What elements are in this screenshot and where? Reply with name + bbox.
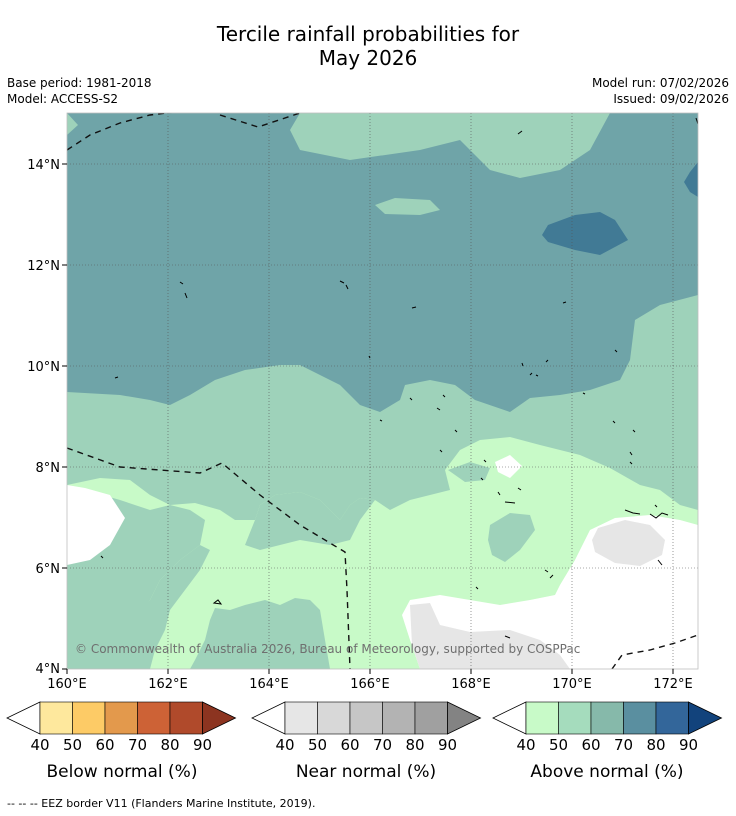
cb-tick: 90 [437,736,458,754]
meta-right: Model run: 07/02/2026 Issued: 09/02/2026 [592,75,729,107]
region-above-50-60-south [67,545,210,669]
colorbar-segment [284,701,318,735]
region-above-50-60-island [488,513,535,562]
colorbars [6,701,723,735]
chart-title: Tercile rainfall probabilities for May 2… [0,22,736,70]
colorbar-arrow-low [6,701,41,735]
colorbar-segment [39,701,73,735]
cb-tick: 70 [613,736,634,754]
cb-tick: 70 [127,736,148,754]
cb-tick: 80 [160,736,180,754]
colorbar-near-title: Near normal (%) [295,762,437,782]
cb-tick: 50 [62,736,83,754]
lat-label: 8°N [36,461,61,476]
colorbar-segment [317,701,351,735]
cb-tick: 90 [678,736,699,754]
colorbar-segment [72,701,106,735]
colorbar-near [251,701,482,735]
region-above-50-60-small [448,462,490,482]
colorbar-arrow-high [688,701,723,735]
model-name: Model: ACCESS-S2 [7,92,119,106]
lat-label: 6°N [36,562,61,577]
cb-tick: 80 [646,736,666,754]
copyright-text: © Commonwealth of Australia 2026, Bureau… [75,642,580,656]
colorbar-below [6,701,237,735]
colorbar-above [492,701,723,735]
region-above-70-80 [542,212,628,255]
colorbar-segment [623,701,657,735]
colorbar-segment [414,701,448,735]
colorbar-segment [104,701,138,735]
model-run: Model run: 07/02/2026 [591,76,729,90]
colorbar-segment [169,701,203,735]
colorbar-segment [382,701,416,735]
region-white-west [67,485,125,565]
title-line-1: Tercile rainfall probabilities for [216,22,520,46]
lat-labels: 14°N 12°N 10°N 8°N 6°N 4°N [27,158,60,677]
cb-tick: 50 [307,736,328,754]
base-period: Base period: 1981-2018 [7,76,152,90]
colorbar-arrow-low [251,701,286,735]
region-above-70-80-edge [684,162,698,197]
lon-label: 172°E [653,677,693,692]
colorbar-segment [655,701,689,735]
meta-left: Base period: 1981-2018 Model: ACCESS-S2 [7,75,152,107]
cb-tick: 90 [192,736,213,754]
title-line-2: May 2026 [318,46,418,70]
islands [100,117,698,639]
lon-label: 166°E [350,677,390,692]
colorbar-segment [349,701,383,735]
cb-tick: 80 [405,736,425,754]
colorbar-below-title: Below normal (%) [46,762,198,782]
patch [67,113,78,135]
lon-label: 162°E [148,677,188,692]
region-above-50-60-mid [245,492,375,550]
issued-date: Issued: 09/02/2026 [613,92,729,106]
gridlines [67,113,698,669]
map-frame [66,112,699,670]
cb-tick: 70 [372,736,393,754]
map-area: © Commonwealth of Australia 2026, Bureau… [67,113,698,669]
colorbar-above-title: Above normal (%) [530,762,684,782]
lat-label: 10°N [27,360,60,375]
colorbar-segment [590,701,624,735]
colorbar-near-ticks: 40 50 60 70 80 90 [0,736,490,754]
cb-tick: 60 [581,736,601,754]
axis-ticks [62,163,674,674]
colorbar-segment [525,701,559,735]
lat-label: 12°N [27,259,60,274]
colorbar-segment [137,701,171,735]
colorbar-segment [558,701,592,735]
lon-label: 168°E [451,677,491,692]
cb-tick: 50 [548,736,569,754]
lon-labels: 160°E 162°E 164°E 166°E 168°E 170°E 172°… [47,677,693,692]
region-white-small [495,455,522,478]
colorbar-arrow-high [202,701,237,735]
region-near-40-50-east [592,520,665,566]
lat-label: 4°N [36,662,61,677]
lon-label: 164°E [249,677,289,692]
eez-borders [67,113,698,669]
region-near-40-50-south [410,603,570,669]
cb-tick: 40 [275,736,295,754]
cb-tick: 60 [340,736,360,754]
lon-label: 160°E [47,677,87,692]
colorbar-below-ticks: 40 50 60 70 80 90 [0,736,245,754]
eez-footnote: -- -- -- EEZ border V11 (Flanders Marine… [7,797,316,810]
cb-tick: 40 [516,736,536,754]
region-above-50-60-patch [375,198,440,215]
cb-tick: 60 [95,736,115,754]
colorbar-arrow-low [492,701,527,735]
colorbar-arrow-high [447,701,482,735]
region-above-60-70 [67,113,698,412]
lon-label: 170°E [552,677,592,692]
cb-tick: 40 [30,736,50,754]
lat-label: 14°N [27,158,60,173]
colorbar-above-ticks: 40 50 60 70 80 90 [0,736,736,754]
